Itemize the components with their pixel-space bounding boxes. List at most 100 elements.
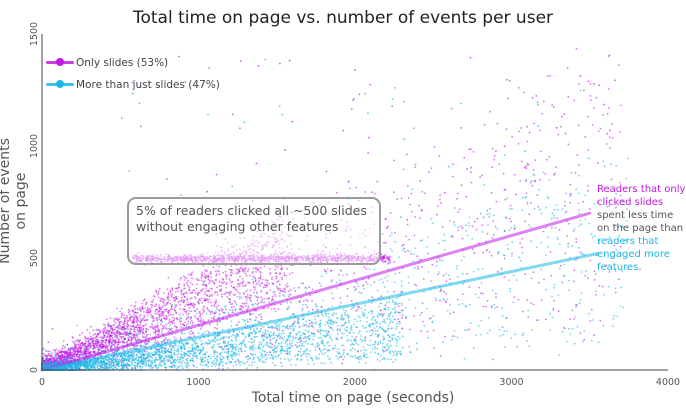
dot-only-slides [77, 355, 80, 358]
dot-only-slides [132, 322, 135, 324]
dot-only-slides [208, 282, 211, 285]
dot-only-slides [408, 238, 411, 241]
dot-only-slides [193, 365, 196, 368]
dot-only-slides [385, 256, 388, 259]
dot-only-slides [177, 286, 180, 289]
dot-only-slides [165, 315, 167, 317]
dot-only-slides [598, 239, 601, 242]
dot-only-slides [311, 308, 314, 311]
dot-only-slides [129, 317, 131, 320]
dot-only-slides [188, 289, 191, 292]
dot-only-slides [129, 315, 132, 318]
dot-only-slides [180, 332, 183, 335]
dot-only-slides [595, 96, 598, 99]
dot-only-slides [599, 319, 602, 322]
dot-only-slides [288, 273, 291, 275]
dot-only-slides [187, 301, 190, 304]
dot-only-slides [157, 290, 160, 293]
dot-only-slides [133, 328, 135, 331]
dot-only-slides [245, 290, 248, 293]
dot-only-slides [238, 284, 241, 287]
dot-only-slides [216, 323, 219, 326]
dot-more-than-slides [357, 332, 360, 334]
dot-only-slides [246, 296, 249, 299]
dot-only-slides [520, 160, 523, 163]
dot-only-slides [199, 327, 202, 330]
dot-only-slides [66, 343, 69, 346]
dot-only-slides [163, 292, 166, 294]
dot-only-slides [279, 289, 282, 292]
dot-only-slides [191, 323, 194, 326]
dot-only-slides [85, 337, 88, 340]
dot-only-slides [355, 336, 358, 338]
dot-only-slides [331, 279, 334, 281]
dot-only-slides [364, 191, 367, 193]
dot-only-slides [507, 97, 509, 100]
dot-only-slides [168, 320, 171, 323]
dot-only-slides [76, 338, 79, 341]
dot-only-slides [256, 269, 259, 272]
dot-only-slides [158, 313, 160, 316]
dot-only-slides [120, 320, 123, 323]
dot-only-slides [184, 287, 186, 290]
dot-only-slides [66, 350, 68, 353]
dot-only-slides [501, 326, 504, 328]
dot-only-slides [523, 91, 525, 94]
dot-only-slides [612, 251, 614, 254]
dot-only-slides [185, 318, 188, 321]
dot-more-than-slides [331, 313, 333, 316]
dot-only-slides [517, 86, 520, 89]
dot-only-slides [96, 344, 99, 346]
dot-only-slides [421, 302, 424, 305]
dot-only-slides [238, 283, 241, 285]
dot-only-slides [247, 281, 249, 284]
dot-only-slides [171, 308, 174, 311]
dot-only-slides [252, 275, 255, 278]
dot-only-slides [130, 335, 133, 338]
dot-only-slides [157, 333, 160, 335]
dot-more-than-slides [304, 329, 307, 332]
dot-only-slides [112, 343, 115, 346]
dot-only-slides [294, 290, 297, 292]
dot-only-slides [570, 172, 573, 174]
dot-only-slides [530, 277, 533, 280]
dot-only-slides [123, 318, 126, 321]
dot-only-slides [252, 270, 255, 273]
dot-only-slides [89, 335, 92, 338]
dot-only-slides [183, 324, 186, 327]
dot-only-slides [356, 308, 359, 311]
dot-only-slides [92, 350, 95, 353]
dot-only-slides [460, 184, 463, 187]
dot-only-slides [560, 264, 562, 267]
dot-only-slides [98, 344, 101, 346]
dot-only-slides [457, 229, 459, 232]
dot-only-slides [252, 267, 255, 269]
dot-only-slides [490, 305, 493, 307]
dot-only-slides [205, 287, 208, 290]
dot-only-slides [167, 301, 170, 304]
dot-more-than-slides [289, 327, 292, 330]
dot-only-slides [182, 301, 185, 304]
dot-only-slides [174, 296, 177, 299]
dot-only-slides [116, 318, 119, 320]
dot-only-slides [396, 198, 399, 201]
dot-only-slides [415, 284, 418, 287]
dot-only-slides [579, 251, 582, 254]
dot-only-slides [422, 278, 425, 280]
dot-only-slides [143, 315, 146, 318]
dot-only-slides [166, 311, 169, 313]
dot-only-slides [240, 282, 242, 285]
dot-only-slides [223, 293, 226, 296]
dot-only-slides [234, 302, 237, 304]
dot-only-slides [72, 348, 75, 351]
dot-only-slides [393, 290, 395, 293]
dot-only-slides [526, 140, 529, 143]
dot-only-slides [94, 351, 96, 354]
dot-only-slides [578, 83, 580, 85]
dot-only-slides [421, 191, 424, 193]
dot-more-than-slides [360, 307, 363, 310]
dot-only-slides [285, 274, 287, 277]
dot-only-slides [229, 280, 232, 282]
dot-only-slides [207, 276, 209, 279]
dot-only-slides [203, 309, 206, 312]
